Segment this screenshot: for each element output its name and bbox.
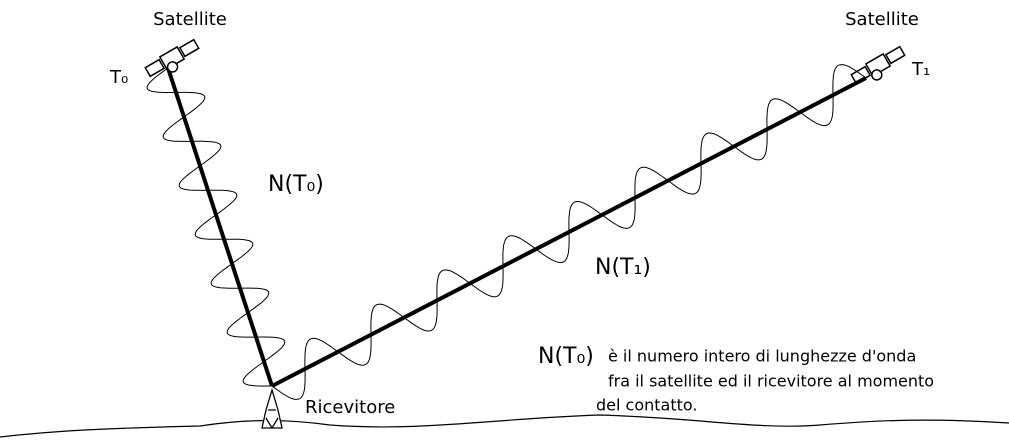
receiver-icon [262,390,282,428]
diagram: Satellite T₀ Satellite T₁ N(T₀) N(T₁) Ri… [0,0,1009,441]
signal-label: N(T₁) [595,255,651,280]
satellite-label: Satellite [845,9,919,30]
signal-label: N(T₀) [268,172,324,197]
note-line: del contatto. [596,396,697,415]
satellite-time: T₁ [911,59,930,80]
note-line: è il numero intero di lunghezze d'onda [608,347,916,366]
beam [272,78,866,386]
satellite-label: Satellite [153,9,227,30]
receiver-label: Ricevitore [305,397,395,418]
satellite-icon [144,38,202,83]
note-term: N(T₀) [538,344,594,369]
beam [168,68,272,386]
ground [0,415,1009,437]
note-line: fra il satellite ed il ricevitore al mom… [608,372,934,391]
wave [147,68,285,386]
satellite-time: T₀ [109,67,128,88]
